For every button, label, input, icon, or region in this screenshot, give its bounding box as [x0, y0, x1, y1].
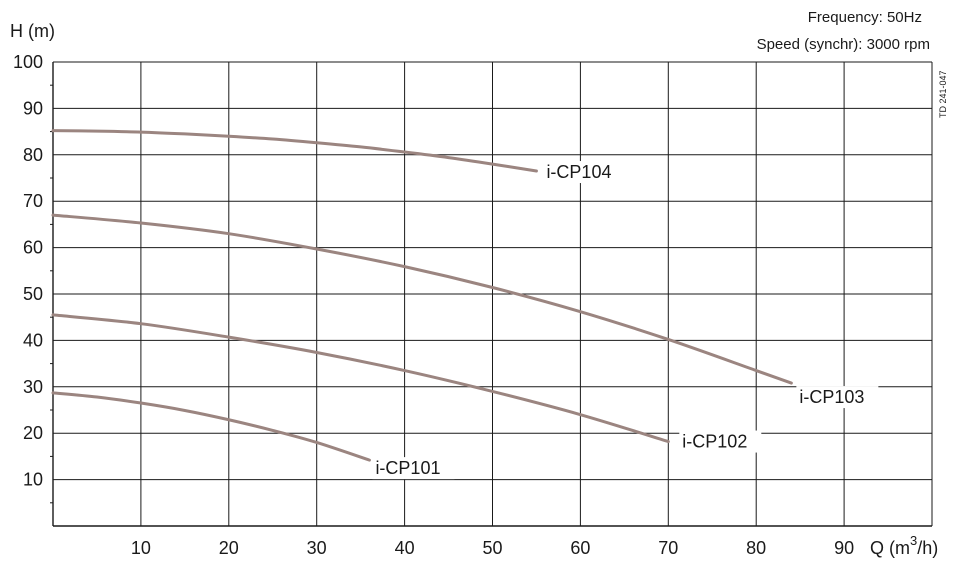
x-tick-label: 80	[746, 538, 766, 558]
series-curve-i-cp102	[51, 313, 670, 444]
y-tick-label: 90	[23, 98, 43, 118]
tick-labels: 10 20 30 40 50 60 70 80 90 10 20 30 40 50 60 70 80 90 100	[13, 52, 854, 558]
series-curve-i-cp104	[51, 129, 538, 173]
x-tick-label: 70	[658, 538, 678, 558]
drawing-code: TD 241-047	[938, 70, 948, 118]
x-axis-label-main: Q (m	[870, 538, 910, 558]
series-label-background	[543, 161, 626, 184]
x-axis-label-suffix: /h)	[917, 538, 938, 558]
grid	[53, 61, 932, 526]
y-tick-label: 70	[23, 191, 43, 211]
y-tick-label: 40	[23, 330, 43, 350]
y-tick-label: 50	[23, 284, 43, 304]
x-tick-label: 50	[482, 538, 502, 558]
x-tick-label: 20	[219, 538, 239, 558]
series-label: i-CP101	[375, 458, 440, 478]
series-curve-i-cp103	[51, 213, 793, 385]
y-tick-label: 100	[13, 52, 43, 72]
x-tick-label: 40	[395, 538, 415, 558]
y-tick-label: 60	[23, 238, 43, 258]
frequency-note: Frequency: 50Hz	[808, 9, 922, 26]
x-tick-label: 10	[131, 538, 151, 558]
y-tick-label: 30	[23, 377, 43, 397]
series-label-background	[372, 457, 455, 480]
x-tick-label: 30	[307, 538, 327, 558]
series-label: i-CP104	[546, 162, 611, 182]
series-curve-i-cp101	[51, 391, 371, 462]
y-axis-label: H (m)	[10, 21, 55, 41]
y-tick-label: 80	[23, 145, 43, 165]
series-label: i-CP103	[799, 387, 864, 407]
series-label-background	[796, 386, 879, 409]
x-axis-label-superscript: 3	[910, 533, 917, 548]
series-label-background	[679, 430, 762, 453]
speed-note: Speed (synchr): 3000 rpm	[757, 36, 930, 53]
series-label: i-CP102	[682, 432, 747, 452]
x-tick-label: 60	[570, 538, 590, 558]
axes	[50, 61, 933, 527]
y-tick-label: 10	[23, 470, 43, 490]
series-curves	[51, 129, 793, 462]
y-tick-label: 20	[23, 423, 43, 443]
series-labels: i-CP104 i-CP103 i-CP102 i-CP101	[372, 161, 879, 480]
x-axis-label: Q (m3/h)	[870, 533, 938, 558]
x-tick-label: 90	[834, 538, 854, 558]
